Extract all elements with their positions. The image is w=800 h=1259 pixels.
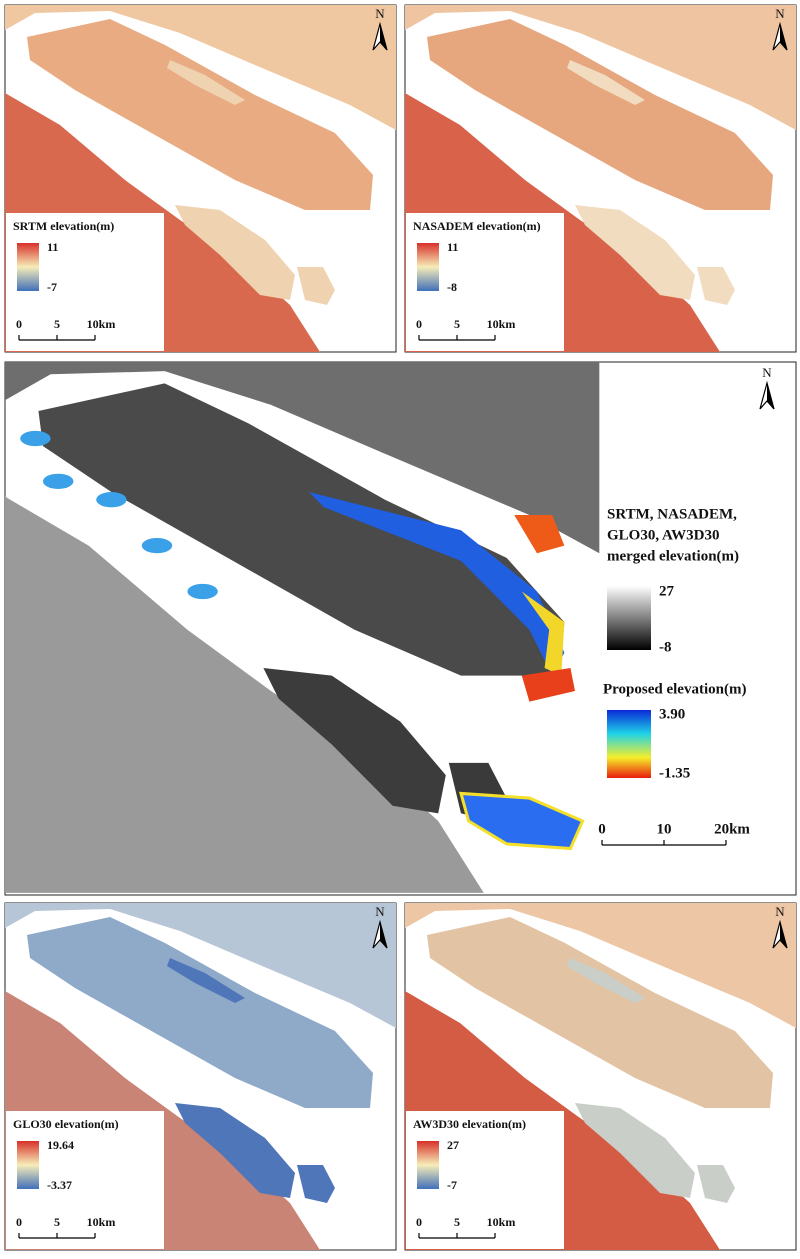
north-label: N	[775, 904, 785, 919]
legend-max: 11	[447, 240, 458, 254]
scale-label: 10km	[87, 1215, 116, 1229]
north-arrow-half	[767, 383, 774, 409]
islet	[175, 1103, 295, 1198]
islet	[697, 1165, 735, 1203]
river-shoal	[187, 583, 218, 600]
scale-label: 0	[416, 317, 422, 331]
legend-ramp	[607, 710, 651, 778]
north-label: N	[762, 365, 772, 380]
map-panel: GLO30 elevation(m) 19.64 -3.37 0 5 10km N	[4, 902, 397, 1251]
islet	[175, 205, 295, 300]
river-shoal	[20, 430, 51, 447]
island-fringe	[309, 492, 565, 676]
legend-title: Proposed elevation(m)	[603, 681, 746, 697]
scale-label: 10	[657, 821, 672, 837]
islet-proposed	[514, 515, 565, 554]
north-arrow-half	[780, 24, 787, 50]
legend-max: 27	[447, 1138, 459, 1152]
island	[38, 383, 565, 676]
scale-label: 5	[54, 317, 60, 331]
scale-label: 0	[16, 1215, 22, 1229]
islet	[297, 1165, 335, 1203]
scale-label: 10km	[487, 1215, 516, 1229]
scale-label: 5	[454, 1215, 460, 1229]
river-shoal	[96, 492, 127, 508]
map-panel: NASADEM elevation(m) 11 -8 0 5 10km N	[404, 4, 797, 353]
islet	[297, 267, 335, 305]
legend-min: -8	[659, 639, 672, 655]
legend-title: GLO30 elevation(m)	[13, 1117, 119, 1131]
islet	[697, 267, 735, 305]
legend-min: -7	[447, 1178, 457, 1192]
legend-title: SRTM, NASADEM,	[607, 506, 737, 522]
north-land	[405, 903, 796, 1028]
legend-ramp	[17, 1141, 39, 1189]
scale-label: 0	[598, 821, 606, 837]
scale-label: 0	[416, 1215, 422, 1229]
island	[427, 19, 773, 210]
north-land	[5, 5, 396, 130]
scale-label: 5	[454, 317, 460, 331]
north-label: N	[775, 6, 785, 21]
main-panel: N SRTM, NASADEM, GLO30, AW3D30 merged eleva…	[4, 361, 797, 896]
islet-proposed	[458, 791, 585, 851]
map-panel: AW3D30 elevation(m) 27 -7 0 5 10km N	[404, 902, 797, 1251]
legend-max: 27	[659, 583, 675, 599]
island-edge	[521, 591, 565, 676]
north-land	[405, 5, 796, 130]
legend-max: 3.90	[659, 706, 685, 722]
island	[427, 917, 773, 1108]
map-panel: SRTM elevation(m) 11 -7 0 5 10km N	[4, 4, 397, 353]
legend-title: GLO30, AW3D30	[607, 527, 720, 543]
scale-label: 20km	[714, 821, 750, 837]
legend-title: SRTM elevation(m)	[13, 219, 114, 233]
legend-ramp	[417, 1141, 439, 1189]
legend-title: NASADEM elevation(m)	[413, 219, 541, 233]
legend-title: merged elevation(m)	[607, 548, 739, 564]
south-land	[5, 496, 484, 893]
islet	[575, 1103, 695, 1198]
north-label: N	[375, 6, 385, 21]
north-land	[5, 362, 600, 554]
islet	[167, 60, 245, 105]
legend-min: -3.37	[47, 1178, 72, 1192]
river-shoal	[43, 473, 74, 489]
north-land	[5, 903, 396, 1028]
river-shoal	[141, 537, 173, 554]
island	[27, 19, 373, 210]
scale-label: 0	[16, 317, 22, 331]
main-map	[5, 362, 600, 893]
legend-max: 11	[47, 240, 58, 254]
north-arrow-half	[380, 922, 387, 948]
legend-title: AW3D30 elevation(m)	[413, 1117, 526, 1131]
legend-min: -8	[447, 280, 457, 294]
scale-label: 5	[54, 1215, 60, 1229]
legend-ramp	[417, 243, 439, 291]
legend-max: 19.64	[47, 1138, 74, 1152]
north-label: N	[375, 904, 385, 919]
islet	[567, 958, 645, 1003]
islet	[575, 205, 695, 300]
islet	[167, 958, 245, 1003]
legend-ramp	[17, 243, 39, 291]
scale-label: 10km	[87, 317, 116, 331]
north-arrow-half	[780, 922, 787, 948]
islet-proposed	[521, 668, 575, 702]
islet	[567, 60, 645, 105]
island	[27, 917, 373, 1108]
legend-ramp	[607, 586, 651, 650]
north-arrow-half	[380, 24, 387, 50]
legend-min: -1.35	[659, 765, 690, 781]
islet	[263, 668, 446, 814]
scale-label: 10km	[487, 317, 516, 331]
legend-min: -7	[47, 280, 57, 294]
